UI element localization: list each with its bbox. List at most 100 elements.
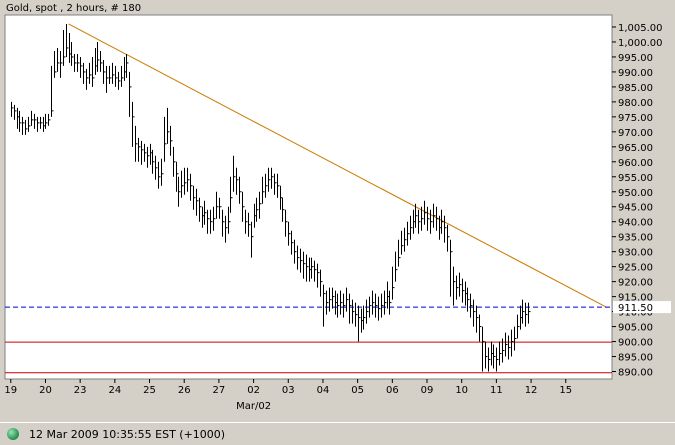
ohlc-bar	[369, 296, 372, 318]
x-tick-label: 12	[525, 385, 538, 396]
ohlc-bar	[352, 299, 355, 324]
ohlc-bar	[112, 62, 115, 84]
y-tick-label: 980.00	[618, 98, 653, 109]
ohlc-bar	[430, 209, 433, 234]
chart-title: Gold, spot , 2 hours, # 180	[6, 3, 141, 14]
ohlc-bar	[401, 230, 404, 255]
x-tick-label: 24	[108, 385, 121, 396]
ohlc-bar	[522, 299, 525, 324]
ohlc-bar	[337, 293, 340, 318]
ohlc-bar	[340, 290, 343, 315]
ohlc-bar	[190, 173, 193, 201]
ohlc-bar	[199, 197, 202, 222]
ohlc-bar	[251, 221, 254, 258]
ohlc-bar	[381, 293, 384, 318]
ohlc-bar	[366, 299, 369, 324]
ohlc-bar	[147, 146, 150, 168]
y-tick-label: 945.00	[618, 203, 653, 214]
ohlc-bar	[213, 206, 216, 231]
ohlc-bar	[19, 110, 22, 132]
ohlc-bar	[256, 197, 259, 222]
ohlc-bar	[100, 50, 103, 72]
ohlc-bar	[505, 332, 508, 357]
ohlc-bar	[488, 347, 491, 372]
x-axis: 19 20 23 24 25 26 27 02 03 04 05 06 09 10 11 12 15 Mar/02	[4, 379, 572, 412]
ohlc-bar	[74, 53, 77, 72]
ohlc-bar	[444, 215, 447, 243]
ohlc-bar	[297, 245, 300, 270]
y-tick-label: 915.00	[618, 293, 653, 304]
x-tick-label: 26	[178, 385, 191, 396]
y-tick-label: 1,000.00	[618, 38, 663, 49]
ohlc-bar	[326, 290, 329, 315]
y-tick-label: 950.00	[618, 188, 653, 199]
ohlc-bar	[404, 227, 407, 252]
ohlc-bar	[63, 29, 66, 66]
y-tick-label: 955.00	[618, 173, 653, 184]
y-tick-label: 975.00	[618, 113, 653, 124]
ohlc-bar	[303, 251, 306, 279]
ohlc-bar	[517, 314, 520, 339]
ohlc-bar	[193, 185, 196, 210]
ohlc-bar	[349, 293, 352, 324]
ohlc-bar	[306, 254, 309, 282]
ohlc-bar	[230, 176, 233, 213]
ohlc-bar	[450, 239, 453, 297]
ohlc-bar	[407, 221, 410, 246]
price-highlight-box	[613, 301, 671, 314]
ohlc-bar	[245, 209, 248, 234]
ohlc-bar	[216, 191, 219, 219]
ohlc-bar	[51, 65, 54, 117]
y-tick-label: 895.00	[618, 353, 653, 364]
ohlc-bar	[233, 155, 236, 192]
ohlc-bar	[167, 107, 170, 144]
ohlc-bar	[236, 167, 239, 195]
ohlc-bar	[294, 239, 297, 264]
ohlc-bar	[482, 326, 485, 372]
ohlc-bar	[496, 347, 499, 372]
y-tick-label: 960.00	[618, 158, 653, 169]
ohlc-bar	[204, 200, 207, 225]
ohlc-bar	[118, 71, 121, 90]
x-tick-label: 03	[282, 385, 295, 396]
trendline	[68, 23, 607, 308]
ohlc-bar	[525, 302, 528, 327]
y-tick-label: 990.00	[618, 68, 653, 79]
x-tick-label: 25	[143, 385, 156, 396]
status-bar: 12 Mar 2009 10:35:55 EST (+1000)	[0, 422, 675, 445]
ohlc-bar	[415, 203, 418, 228]
ohlc-bar	[329, 287, 332, 312]
ohlc-bar	[384, 290, 387, 315]
x-tick-label: 05	[351, 385, 364, 396]
ohlc-bar	[389, 290, 392, 315]
y-tick-label: 1,005.00	[618, 23, 663, 34]
y-tick-label: 925.00	[618, 263, 653, 274]
ohlc-bar	[410, 215, 413, 240]
ohlc-bar	[80, 56, 83, 78]
x-tick-label: 11	[490, 385, 503, 396]
ohlc-bar	[274, 173, 277, 195]
ohlc-bar	[66, 23, 69, 57]
ohlc-bar	[71, 41, 74, 66]
ohlc-bar	[317, 263, 320, 288]
ohlc-bar	[225, 215, 228, 243]
ohlc-bar	[135, 125, 138, 162]
x-tick-label: 06	[386, 385, 399, 396]
ohlc-bar	[453, 266, 456, 306]
y-tick-label: 995.00	[618, 53, 653, 64]
ohlc-bar	[161, 158, 164, 186]
ohlc-bar	[121, 65, 124, 87]
ohlc-bar	[459, 272, 462, 297]
ohlc-bar	[268, 167, 271, 192]
ohlc-bar	[176, 161, 179, 192]
horizontal-lines	[5, 306, 612, 374]
ohlc-bar	[37, 116, 40, 132]
ohlc-bar	[528, 302, 531, 324]
ohlc-bar	[109, 65, 112, 84]
ohlc-bar	[178, 176, 181, 207]
ohlc-bar	[378, 296, 381, 321]
ohlc-bar	[282, 197, 285, 222]
ohlc-bar	[155, 155, 158, 180]
y-tick-label: 970.00	[618, 128, 653, 139]
ohlc-bar	[22, 116, 25, 135]
